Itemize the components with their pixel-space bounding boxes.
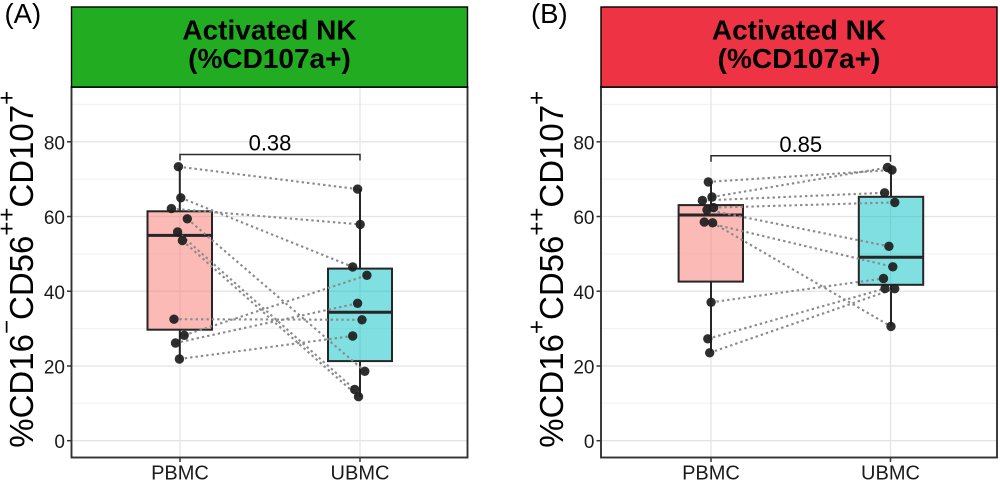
svg-text:40: 40 bbox=[573, 283, 594, 304]
svg-text:60: 60 bbox=[44, 208, 65, 229]
svg-text:60: 60 bbox=[573, 208, 594, 229]
svg-text:UBMC: UBMC bbox=[331, 463, 390, 485]
svg-text:(%CD107a+): (%CD107a+) bbox=[188, 43, 351, 74]
svg-text:(A): (A) bbox=[5, 0, 42, 29]
svg-text:Activated NK: Activated NK bbox=[712, 15, 886, 46]
svg-text:Activated NK: Activated NK bbox=[182, 15, 356, 46]
svg-text:PBMC: PBMC bbox=[682, 463, 740, 485]
svg-text:UBMC: UBMC bbox=[861, 463, 920, 485]
svg-text:0: 0 bbox=[54, 432, 65, 453]
svg-text:0.85: 0.85 bbox=[779, 132, 822, 157]
svg-text:20: 20 bbox=[44, 358, 65, 379]
svg-text:20: 20 bbox=[573, 358, 594, 379]
svg-text:PBMC: PBMC bbox=[151, 463, 209, 485]
svg-text:40: 40 bbox=[44, 283, 65, 304]
svg-text:(%CD107a+): (%CD107a+) bbox=[718, 43, 881, 74]
svg-text:%CD16−CD56++CD107+: %CD16−CD56++CD107+ bbox=[0, 91, 40, 448]
svg-text:80: 80 bbox=[44, 133, 65, 154]
svg-text:0: 0 bbox=[584, 432, 595, 453]
svg-text:80: 80 bbox=[573, 133, 594, 154]
svg-text:0.38: 0.38 bbox=[249, 131, 292, 156]
svg-text:(B): (B) bbox=[531, 0, 568, 29]
